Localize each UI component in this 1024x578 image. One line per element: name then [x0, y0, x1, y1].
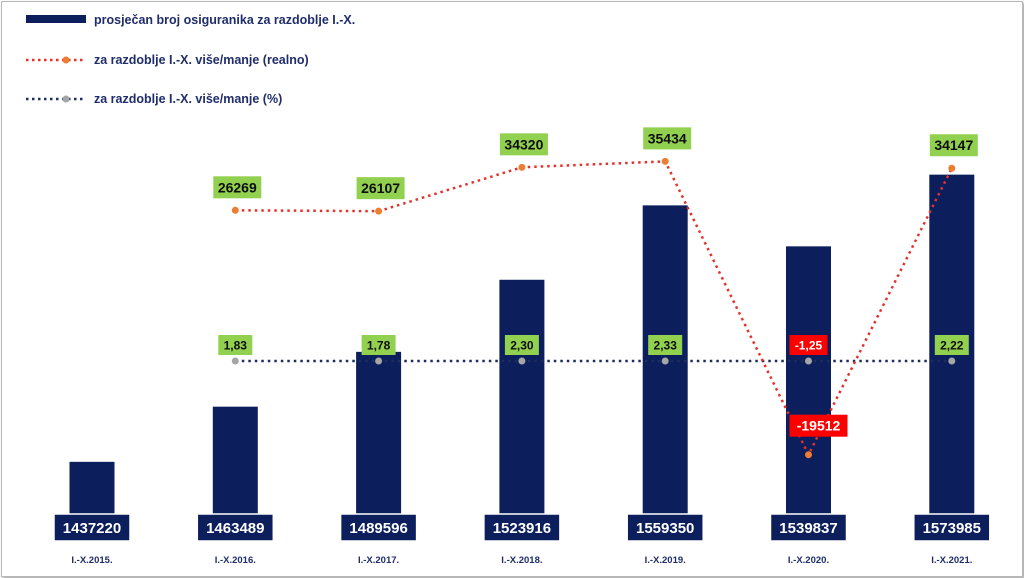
- pct-value-label: 2,22: [940, 339, 964, 353]
- pct-label-box: [361, 335, 396, 355]
- bar: [356, 351, 402, 540]
- bar-value-label: 1539837: [779, 520, 837, 537]
- x-tick-label: I.-X.2015.: [71, 555, 112, 566]
- bar-value-box: [339, 513, 418, 542]
- pct-marker: [375, 357, 383, 365]
- x-tick-label: I.-X.2018.: [501, 555, 542, 566]
- realno-value-label: 26269: [218, 179, 257, 195]
- bar-value-label: 1559350: [636, 520, 694, 537]
- realno-marker: [518, 163, 526, 171]
- legend-item-realno[interactable]: za razdoblje I.-X. više/manje (realno): [26, 53, 309, 67]
- realno-marker: [661, 157, 669, 165]
- bar: [642, 205, 688, 541]
- bar-value-label: 1463489: [206, 520, 264, 537]
- realno-label-box: [499, 133, 548, 156]
- bar: [786, 246, 831, 541]
- bar-value-box: [53, 513, 131, 542]
- pct-marker: [661, 357, 669, 365]
- realno-value-label: 26107: [361, 180, 400, 196]
- realno-value-label: 35434: [648, 130, 687, 146]
- bar-value-label: 1523916: [493, 520, 551, 537]
- x-tick-label: I.-X.2021.: [931, 555, 972, 566]
- pct-value-label: 1,78: [367, 339, 391, 353]
- pct-marker: [518, 357, 526, 365]
- realno-marker: [948, 164, 956, 172]
- pct-value-label: 2,33: [654, 339, 678, 353]
- labels-layer: 26269 26107 34320 35434 -19512 34147 1,83 1,78 2…: [213, 127, 978, 437]
- x-tick-label: I.-X.2016.: [215, 555, 256, 566]
- bar-value-box: [769, 513, 848, 542]
- pct-marker: [948, 357, 956, 365]
- realno-label-box: [213, 176, 262, 199]
- legend-item-bars[interactable]: prosječan broj osiguranika za razdoblje …: [26, 13, 355, 27]
- bar-value-box: [626, 513, 704, 542]
- bar-value-box: [196, 513, 275, 542]
- realno-label-box: [356, 177, 405, 200]
- legend: prosječan broj osiguranika za razdoblje …: [26, 13, 355, 106]
- legend-label-realno: za razdoblje I.-X. više/manje (realno): [94, 53, 309, 67]
- lines-layer: [231, 157, 956, 459]
- realno-marker: [375, 207, 383, 215]
- bar: [499, 279, 545, 540]
- bar-value-label: 1437220: [63, 520, 121, 537]
- bar: [929, 174, 975, 540]
- legend-label-pct: za razdoblje I.-X. više/manje (%): [94, 92, 282, 106]
- x-axis: I.-X.2015. I.-X.2016. I.-X.2017. I.-X.2018.…: [71, 555, 972, 566]
- pct-label-box: [218, 335, 253, 355]
- realno-label-box: [789, 414, 848, 437]
- x-tick-label: I.-X.2020.: [788, 555, 829, 566]
- legend-swatch-bars: [26, 15, 86, 23]
- x-tick-label: I.-X.2019.: [645, 555, 686, 566]
- pct-label-box: [648, 335, 683, 355]
- realno-label-box: [929, 134, 978, 157]
- bar-value-label: 1489596: [349, 520, 407, 537]
- legend-item-pct[interactable]: za razdoblje I.-X. više/manje (%): [26, 92, 282, 106]
- pct-marker: [805, 357, 812, 365]
- realno-value-label: -19512: [797, 418, 841, 434]
- x-tick-label: I.-X.2017.: [358, 555, 399, 566]
- pct-label-box: [934, 335, 969, 355]
- bar-value-box: [483, 513, 561, 542]
- legend-swatch-pct-marker: [62, 95, 70, 103]
- legend-label-bars: prosječan broj osiguranika za razdoblje …: [94, 13, 355, 27]
- bar-value-label: 1573985: [923, 520, 981, 537]
- realno-series-line: [235, 160, 953, 458]
- pct-value-label: -1,25: [795, 339, 823, 353]
- realno-label-box: [643, 127, 692, 150]
- bar-value-box: [913, 513, 991, 542]
- realno-value-label: 34320: [504, 136, 543, 152]
- pct-value-label: 1,83: [224, 339, 248, 353]
- pct-label-box: [504, 335, 539, 355]
- realno-marker: [231, 206, 239, 214]
- bars-layer: 1437220 1463489 1489596 1523916 1559350 15398…: [53, 174, 991, 542]
- realno-value-label: 34147: [934, 137, 973, 153]
- pct-label-box: [789, 335, 828, 355]
- realno-marker: [805, 451, 812, 459]
- legend-swatch-realno-marker: [62, 56, 70, 64]
- pct-value-label: 2,30: [510, 339, 534, 353]
- pct-marker: [231, 357, 239, 365]
